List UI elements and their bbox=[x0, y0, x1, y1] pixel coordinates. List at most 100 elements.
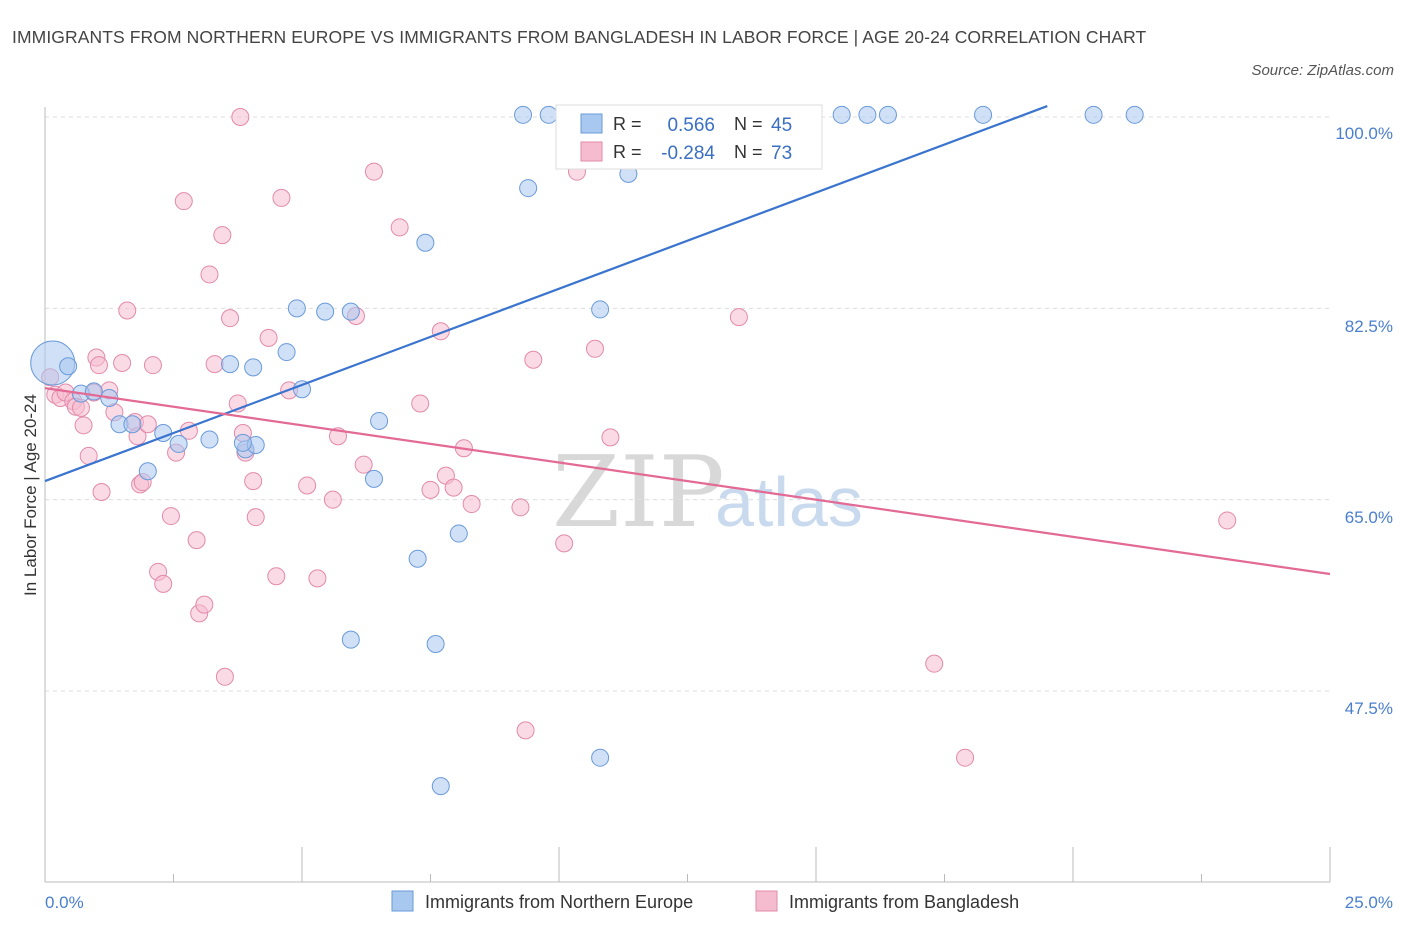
chart-title: IMMIGRANTS FROM NORTHERN EUROPE VS IMMIG… bbox=[12, 27, 1147, 47]
data-point-bangladesh bbox=[524, 350, 543, 369]
data-point-northern-europe bbox=[200, 430, 219, 449]
data-point-bangladesh bbox=[215, 667, 234, 686]
data-point-bangladesh bbox=[246, 508, 265, 527]
x-tick-label-max: 25.0% bbox=[1345, 893, 1393, 912]
data-point-bangladesh bbox=[298, 476, 317, 495]
data-point-northern-europe bbox=[416, 233, 435, 252]
source-credit: Source: ZipAtlas.com bbox=[1251, 62, 1394, 79]
data-point-bangladesh bbox=[200, 265, 219, 284]
data-point-bangladesh bbox=[511, 498, 530, 517]
data-point-bangladesh bbox=[555, 534, 574, 553]
data-point-bangladesh bbox=[272, 188, 291, 207]
data-point-northern-europe bbox=[364, 469, 383, 488]
data-point-bangladesh bbox=[925, 654, 944, 673]
data-point-northern-europe bbox=[1125, 105, 1144, 124]
trend-line-bangladesh bbox=[44, 387, 1331, 576]
data-point-northern-europe bbox=[59, 357, 78, 376]
legend-swatch-northern-europe bbox=[391, 890, 414, 912]
data-point-bangladesh bbox=[462, 495, 481, 514]
data-point-bangladesh bbox=[729, 308, 748, 327]
watermark-atlas: atlas bbox=[715, 463, 863, 541]
data-point-northern-europe bbox=[370, 411, 389, 430]
y-tick-label: 65.0% bbox=[1345, 508, 1393, 527]
data-point-northern-europe bbox=[316, 302, 335, 321]
data-point-bangladesh bbox=[113, 354, 132, 372]
data-point-bangladesh bbox=[323, 490, 342, 509]
y-tick-label: 47.5% bbox=[1345, 699, 1393, 718]
data-point-bangladesh bbox=[92, 483, 111, 502]
x-tick-label-min: 0.0% bbox=[45, 893, 84, 912]
data-point-bangladesh bbox=[267, 567, 286, 586]
data-point-bangladesh bbox=[585, 339, 604, 358]
data-point-bangladesh bbox=[411, 394, 430, 413]
data-point-bangladesh bbox=[244, 472, 263, 491]
data-point-northern-europe bbox=[84, 382, 103, 401]
data-point-northern-europe bbox=[221, 355, 240, 374]
data-point-bangladesh bbox=[1218, 511, 1237, 530]
data-point-bangladesh bbox=[364, 162, 383, 181]
data-point-bangladesh bbox=[354, 455, 373, 474]
data-point-bangladesh bbox=[154, 574, 173, 593]
data-point-northern-europe bbox=[233, 433, 252, 452]
data-point-northern-europe bbox=[878, 105, 897, 124]
stats-swatch-bangladesh bbox=[580, 141, 603, 162]
y-tick-label: 82.5% bbox=[1345, 317, 1393, 336]
y-axis-title: In Labor Force | Age 20-24 bbox=[21, 394, 40, 596]
data-point-northern-europe bbox=[591, 748, 610, 767]
data-point-northern-europe bbox=[408, 549, 427, 568]
stats-swatch-northern-europe bbox=[580, 113, 603, 134]
stats-r-label: R = bbox=[613, 114, 642, 134]
data-point-northern-europe bbox=[591, 300, 610, 319]
data-point-bangladesh bbox=[231, 108, 250, 126]
stats-r-value-northern-europe: 0.566 bbox=[667, 115, 715, 136]
legend: Immigrants from Northern Europe Immigran… bbox=[391, 890, 1019, 912]
data-point-bangladesh bbox=[601, 428, 620, 447]
data-point-bangladesh bbox=[259, 328, 278, 347]
data-point-bangladesh bbox=[195, 595, 214, 614]
series-bangladesh-points bbox=[41, 108, 1237, 767]
data-point-bangladesh bbox=[516, 721, 535, 740]
stats-r-label: R = bbox=[613, 142, 642, 162]
data-point-northern-europe bbox=[832, 105, 851, 124]
trend-line-northern-europe bbox=[44, 105, 1048, 483]
data-point-northern-europe bbox=[287, 299, 306, 318]
data-point-northern-europe bbox=[974, 105, 993, 124]
data-point-northern-europe bbox=[169, 434, 188, 453]
watermark-zip: ZIP bbox=[552, 436, 725, 550]
data-point-northern-europe bbox=[449, 524, 468, 543]
data-point-bangladesh bbox=[213, 226, 232, 245]
data-point-northern-europe bbox=[1084, 105, 1103, 124]
legend-label-northern-europe: Immigrants from Northern Europe bbox=[425, 892, 693, 912]
data-point-northern-europe bbox=[123, 415, 142, 434]
data-point-bangladesh bbox=[956, 748, 975, 767]
data-point-northern-europe bbox=[341, 302, 360, 321]
stats-n-label: N = bbox=[734, 142, 763, 162]
data-point-northern-europe bbox=[426, 634, 445, 653]
data-point-bangladesh bbox=[308, 569, 327, 588]
stats-n-value-northern-europe: 45 bbox=[771, 115, 792, 136]
legend-label-bangladesh: Immigrants from Bangladesh bbox=[789, 892, 1019, 912]
data-point-northern-europe bbox=[431, 777, 450, 796]
data-point-bangladesh bbox=[205, 355, 224, 374]
data-point-northern-europe bbox=[244, 358, 263, 377]
legend-swatch-bangladesh bbox=[755, 890, 778, 912]
x-axis-ticks bbox=[44, 847, 1331, 882]
data-point-bangladesh bbox=[118, 301, 137, 320]
data-point-northern-europe bbox=[341, 630, 360, 649]
data-point-bangladesh bbox=[174, 192, 193, 211]
stats-n-value-bangladesh: 73 bbox=[771, 143, 792, 164]
data-point-bangladesh bbox=[74, 416, 93, 435]
y-tick-label: 100.0% bbox=[1335, 124, 1393, 143]
data-point-bangladesh bbox=[138, 415, 157, 434]
data-point-northern-europe bbox=[858, 105, 877, 124]
data-point-northern-europe bbox=[539, 105, 558, 124]
data-point-bangladesh bbox=[221, 309, 240, 328]
data-point-northern-europe bbox=[277, 343, 296, 362]
data-point-bangladesh bbox=[161, 507, 180, 526]
data-point-bangladesh bbox=[390, 218, 409, 237]
data-point-northern-europe bbox=[138, 462, 157, 481]
data-point-bangladesh bbox=[143, 356, 162, 375]
data-point-bangladesh bbox=[444, 478, 463, 497]
stats-box: R = 0.566 N = 45 R = -0.284 N = 73 bbox=[555, 104, 823, 170]
